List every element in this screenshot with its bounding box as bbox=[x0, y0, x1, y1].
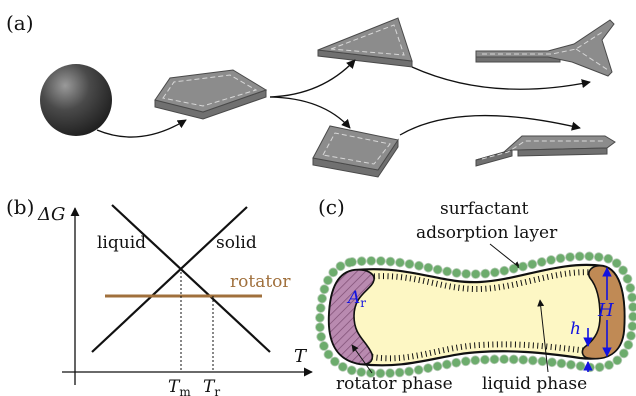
surfactant-label-line2: adsorption layer bbox=[416, 223, 558, 243]
rotator-label: rotator bbox=[230, 272, 291, 292]
solid-line bbox=[111, 204, 271, 353]
hexagon-platelet bbox=[154, 69, 268, 120]
y-axis-label: ΔG bbox=[37, 204, 65, 225]
surfactant-layer bbox=[315, 252, 636, 378]
x-axis-label: T bbox=[294, 346, 308, 367]
star-platelet bbox=[475, 19, 615, 77]
liquid-line bbox=[91, 206, 248, 353]
rotator-phase-pointer bbox=[351, 344, 373, 374]
panel-b-label: (b) bbox=[6, 195, 34, 219]
panel-a-label: (a) bbox=[6, 11, 34, 35]
liquid-phase-pointer bbox=[537, 299, 549, 373]
tm-tick-main: T bbox=[168, 377, 181, 396]
tr-tick-label: Tr bbox=[203, 377, 220, 396]
tm-tick-sub: m bbox=[179, 385, 191, 396]
panel-c-label: (c) bbox=[318, 195, 345, 219]
area-label: Ar bbox=[346, 288, 366, 310]
liquid-phase-label: liquid phase bbox=[482, 374, 587, 394]
solid-label: solid bbox=[216, 233, 257, 253]
tr-tick-main: T bbox=[203, 377, 216, 396]
thickness-label: h bbox=[570, 319, 581, 339]
tm-tick-label: Tm bbox=[168, 377, 191, 396]
surfactant-label-line1: surfactant bbox=[440, 199, 529, 219]
square-platelet bbox=[312, 125, 399, 178]
area-label-main: A bbox=[346, 288, 360, 308]
triangle-platelet bbox=[317, 17, 413, 68]
area-label-sub: r bbox=[360, 296, 366, 310]
surfactant-bead-outline bbox=[315, 251, 636, 379]
panel-a: (a) bbox=[6, 11, 616, 178]
height-label: H bbox=[597, 300, 614, 321]
rotator-phase-left bbox=[328, 269, 375, 365]
droplet-sphere bbox=[40, 64, 112, 136]
tr-tick-sub: r bbox=[214, 385, 220, 396]
panel-c: (c) surfactant adsorption layer Ar H h r… bbox=[315, 195, 636, 394]
rotator-phase-label: rotator phase bbox=[336, 374, 453, 394]
liquid-label: liquid bbox=[97, 233, 146, 253]
surfactant-pointer bbox=[489, 243, 521, 269]
panel-b: (b) ΔG T liquid solid rotator Tm Tr bbox=[6, 195, 313, 396]
bent-ribbon-platelet bbox=[475, 135, 616, 167]
